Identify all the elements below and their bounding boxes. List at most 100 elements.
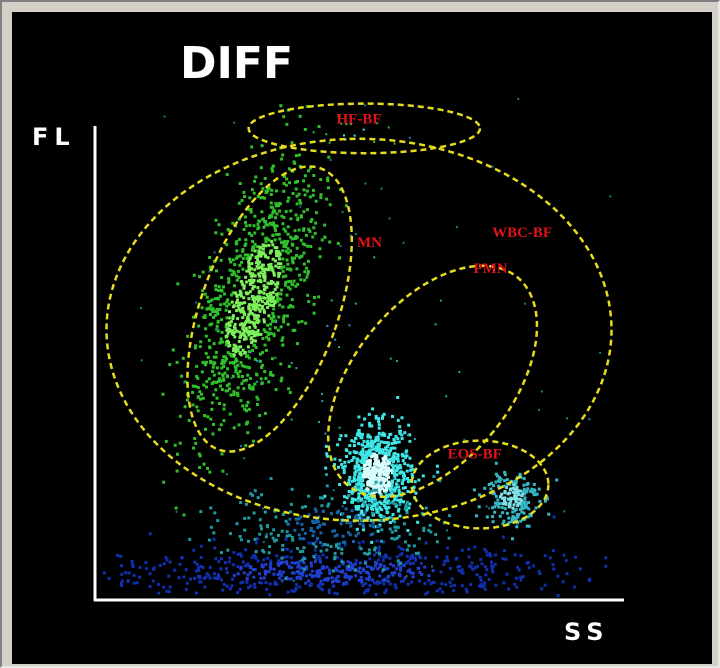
data-point xyxy=(391,466,395,470)
data-point xyxy=(267,380,271,384)
data-point xyxy=(387,484,391,487)
data-point xyxy=(493,505,497,509)
data-point xyxy=(393,498,397,501)
data-point xyxy=(283,283,287,287)
data-point xyxy=(483,565,487,569)
x-axis-label: SS xyxy=(564,618,610,646)
data-point xyxy=(353,568,357,572)
data-point xyxy=(412,544,416,548)
data-point xyxy=(309,582,313,586)
data-point xyxy=(349,123,352,126)
data-point xyxy=(243,407,247,411)
data-point xyxy=(208,345,212,349)
data-point xyxy=(260,365,264,369)
data-point xyxy=(253,357,257,361)
data-point xyxy=(191,384,195,388)
data-point xyxy=(196,376,200,380)
data-point xyxy=(213,251,216,254)
data-point xyxy=(285,547,289,551)
data-point xyxy=(301,549,305,553)
data-point xyxy=(320,504,324,508)
data-point xyxy=(267,337,271,341)
data-point xyxy=(236,298,239,302)
data-point xyxy=(291,259,295,263)
data-point xyxy=(361,447,365,451)
data-point xyxy=(297,572,301,576)
data-point xyxy=(264,348,268,352)
data-point xyxy=(404,561,408,565)
data-point xyxy=(325,454,329,458)
data-point xyxy=(408,479,412,482)
data-point xyxy=(386,459,390,463)
data-point xyxy=(247,407,251,411)
data-point xyxy=(235,274,239,278)
data-point xyxy=(387,460,391,464)
data-point xyxy=(382,479,386,483)
data-point xyxy=(262,225,266,229)
data-point xyxy=(218,307,222,311)
data-point xyxy=(387,436,390,439)
data-point xyxy=(360,423,364,427)
data-point xyxy=(323,494,327,498)
data-point xyxy=(369,480,373,484)
data-point xyxy=(408,532,412,536)
data-point xyxy=(220,557,224,561)
data-point xyxy=(272,315,276,319)
data-point xyxy=(303,128,307,131)
data-point xyxy=(280,266,283,270)
data-point xyxy=(251,348,254,352)
data-point xyxy=(258,309,262,313)
data-point xyxy=(414,558,418,562)
data-point xyxy=(410,580,414,584)
data-point xyxy=(213,511,217,515)
data-point xyxy=(301,558,305,562)
data-point xyxy=(184,568,188,572)
data-point xyxy=(381,431,385,435)
data-point xyxy=(191,390,195,394)
data-point xyxy=(281,513,285,516)
data-point xyxy=(266,281,270,285)
data-point xyxy=(221,340,225,344)
data-point xyxy=(281,275,285,279)
data-point xyxy=(374,414,378,418)
data-point xyxy=(312,521,315,524)
data-point xyxy=(270,215,274,219)
data-point xyxy=(421,474,425,478)
data-point xyxy=(493,553,497,557)
data-point xyxy=(240,301,244,305)
data-point xyxy=(397,507,401,511)
data-point xyxy=(323,578,326,582)
data-point xyxy=(219,379,223,383)
data-point xyxy=(184,587,188,591)
data-point xyxy=(397,484,400,487)
data-point xyxy=(219,337,223,341)
data-point xyxy=(214,284,218,288)
data-point xyxy=(326,179,330,183)
data-point xyxy=(556,574,560,578)
data-point xyxy=(206,466,209,470)
data-point xyxy=(401,486,405,490)
data-point xyxy=(374,458,378,462)
data-point xyxy=(330,512,333,516)
data-point xyxy=(303,531,307,535)
data-point xyxy=(175,469,179,473)
data-point xyxy=(336,443,340,447)
data-point xyxy=(259,196,263,200)
data-point xyxy=(250,320,254,324)
data-point xyxy=(361,500,365,504)
data-point xyxy=(277,271,281,275)
data-point xyxy=(445,529,448,532)
data-point xyxy=(251,568,255,571)
data-point xyxy=(385,445,389,449)
data-point xyxy=(276,282,280,286)
data-point xyxy=(400,452,404,456)
data-point xyxy=(314,560,317,563)
data-point xyxy=(282,182,286,185)
data-point xyxy=(484,550,488,554)
data-point xyxy=(411,468,415,472)
data-point xyxy=(181,356,185,360)
data-point xyxy=(296,282,300,286)
data-point xyxy=(321,496,325,500)
data-point xyxy=(281,343,285,347)
data-point xyxy=(290,561,294,565)
